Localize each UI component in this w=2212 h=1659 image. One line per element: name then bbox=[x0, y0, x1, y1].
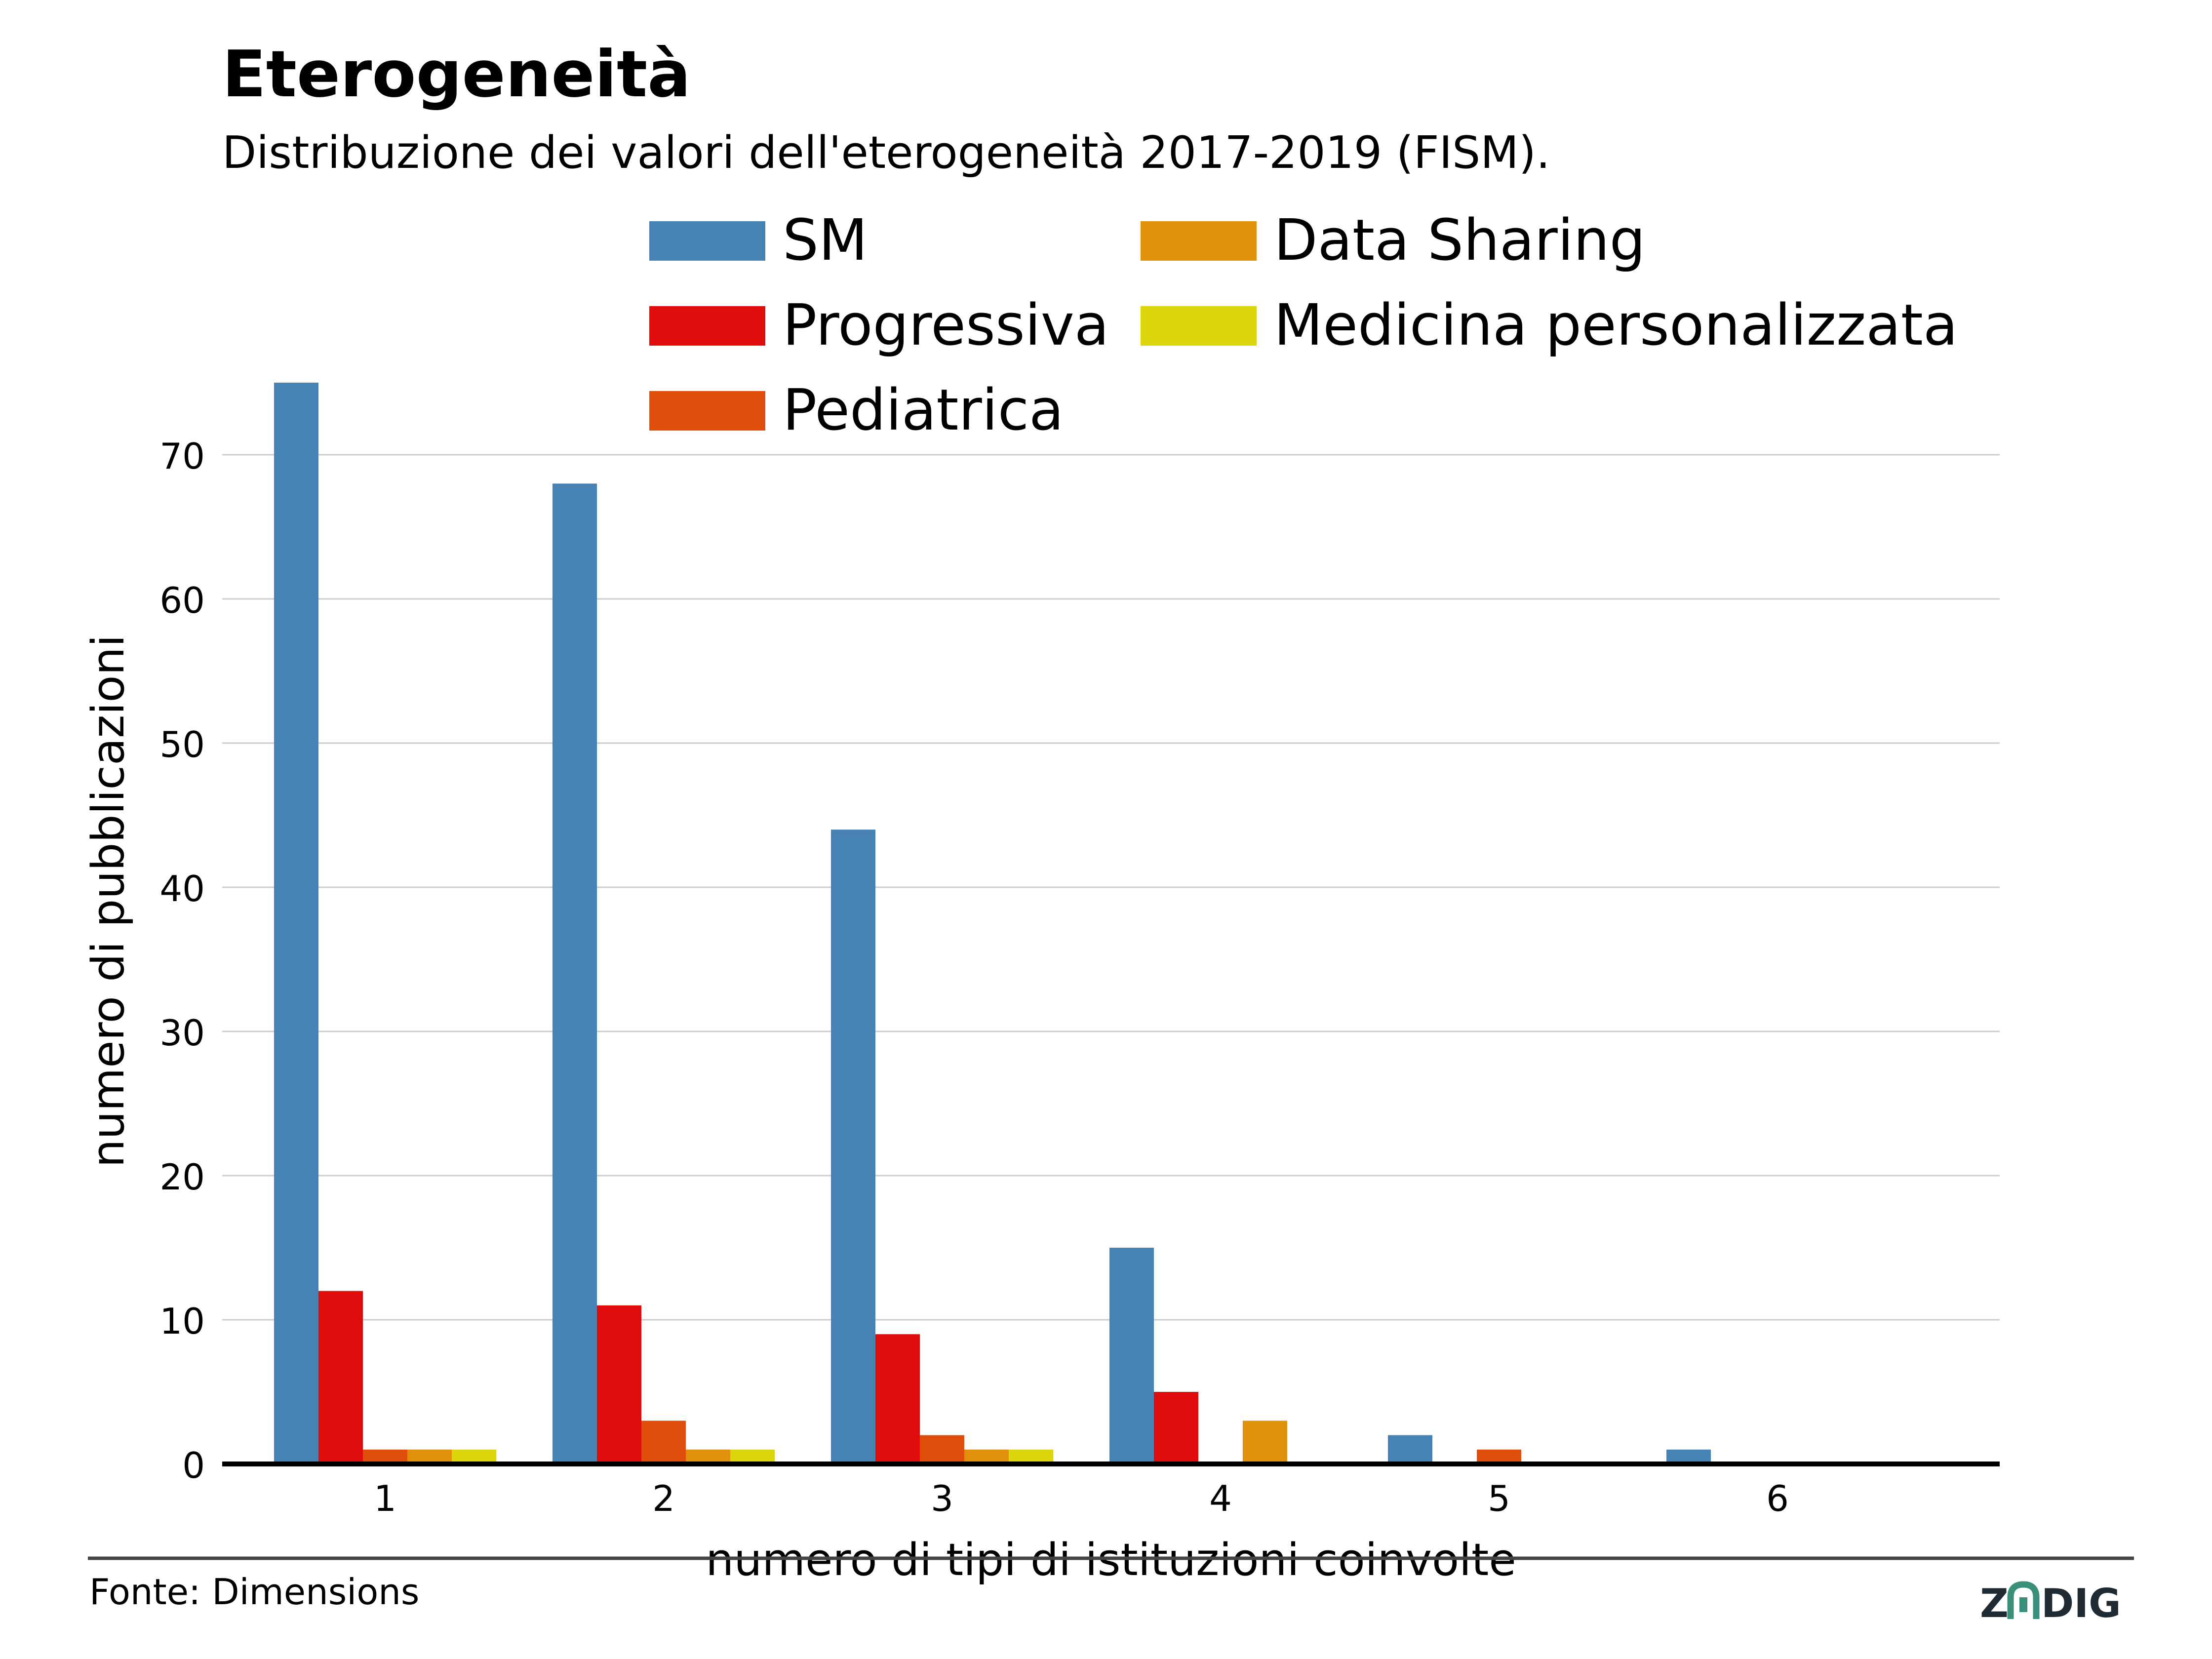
bar-sm-1 bbox=[274, 383, 318, 1464]
x-tick-label: 5 bbox=[1488, 1478, 1510, 1519]
grid-lines bbox=[222, 454, 2000, 1321]
bars bbox=[222, 383, 2000, 1466]
bar-data-sharing-4 bbox=[1243, 1421, 1287, 1464]
source-note: Fonte: Dimensions bbox=[89, 1571, 420, 1613]
x-tick-label: 1 bbox=[374, 1478, 396, 1519]
bar-sm-5 bbox=[1388, 1435, 1432, 1464]
logo-dig: DIG bbox=[2041, 1580, 2121, 1626]
y-tick-label: 70 bbox=[159, 435, 205, 477]
logo-z: Z bbox=[1980, 1580, 2009, 1626]
zadig-logo: Z DIG bbox=[1980, 1580, 2121, 1626]
x-tick-label: 2 bbox=[652, 1478, 675, 1519]
y-tick-label: 50 bbox=[159, 724, 205, 765]
y-tick-label: 30 bbox=[159, 1012, 205, 1054]
chart-title: Eterogeneità bbox=[222, 37, 691, 112]
bar-sm-3 bbox=[831, 830, 875, 1464]
legend-label: Pediatrica bbox=[783, 377, 1064, 443]
x-tick-labels: 1 2 3 4 5 6 bbox=[374, 1478, 1789, 1519]
legend-label: Progressiva bbox=[783, 292, 1109, 358]
legend-swatch bbox=[649, 306, 765, 346]
legend-swatch bbox=[649, 391, 765, 431]
chart-subtitle: Distribuzione dei valori dell'eterogenei… bbox=[222, 127, 1550, 179]
legend: SM Progressiva Pediatrica Data Sharing Medic… bbox=[649, 207, 1958, 443]
logo-a-mark bbox=[2007, 1581, 2040, 1619]
x-tick-label: 4 bbox=[1209, 1478, 1232, 1519]
y-axis-label: numero di pubblicazioni bbox=[82, 635, 134, 1168]
bar-progressiva-4 bbox=[1154, 1392, 1198, 1464]
y-tick-label: 40 bbox=[159, 868, 205, 909]
bar-sm-2 bbox=[553, 483, 597, 1464]
bar-sm-4 bbox=[1109, 1248, 1154, 1464]
bar-pediatrica-2 bbox=[641, 1421, 686, 1464]
y-tick-label: 0 bbox=[182, 1445, 205, 1486]
legend-label: Medicina personalizzata bbox=[1274, 292, 1958, 358]
bar-pediatrica-3 bbox=[920, 1435, 964, 1464]
legend-swatch bbox=[1141, 306, 1257, 346]
legend-label: SM bbox=[783, 207, 868, 274]
bar-progressiva-2 bbox=[597, 1305, 641, 1464]
legend-label: Data Sharing bbox=[1274, 207, 1646, 274]
legend-swatch bbox=[649, 221, 765, 261]
y-tick-label: 10 bbox=[159, 1301, 205, 1342]
legend-swatch bbox=[1141, 221, 1257, 261]
x-tick-label: 6 bbox=[1766, 1478, 1789, 1519]
bar-progressiva-1 bbox=[318, 1291, 363, 1464]
x-tick-label: 3 bbox=[931, 1478, 953, 1519]
y-tick-label: 60 bbox=[159, 580, 205, 621]
bar-progressiva-3 bbox=[875, 1334, 920, 1464]
y-tick-labels: 0 10 20 30 40 50 60 70 bbox=[159, 435, 205, 1486]
logo-a-bar bbox=[2019, 1597, 2027, 1612]
y-tick-label: 20 bbox=[159, 1156, 205, 1198]
